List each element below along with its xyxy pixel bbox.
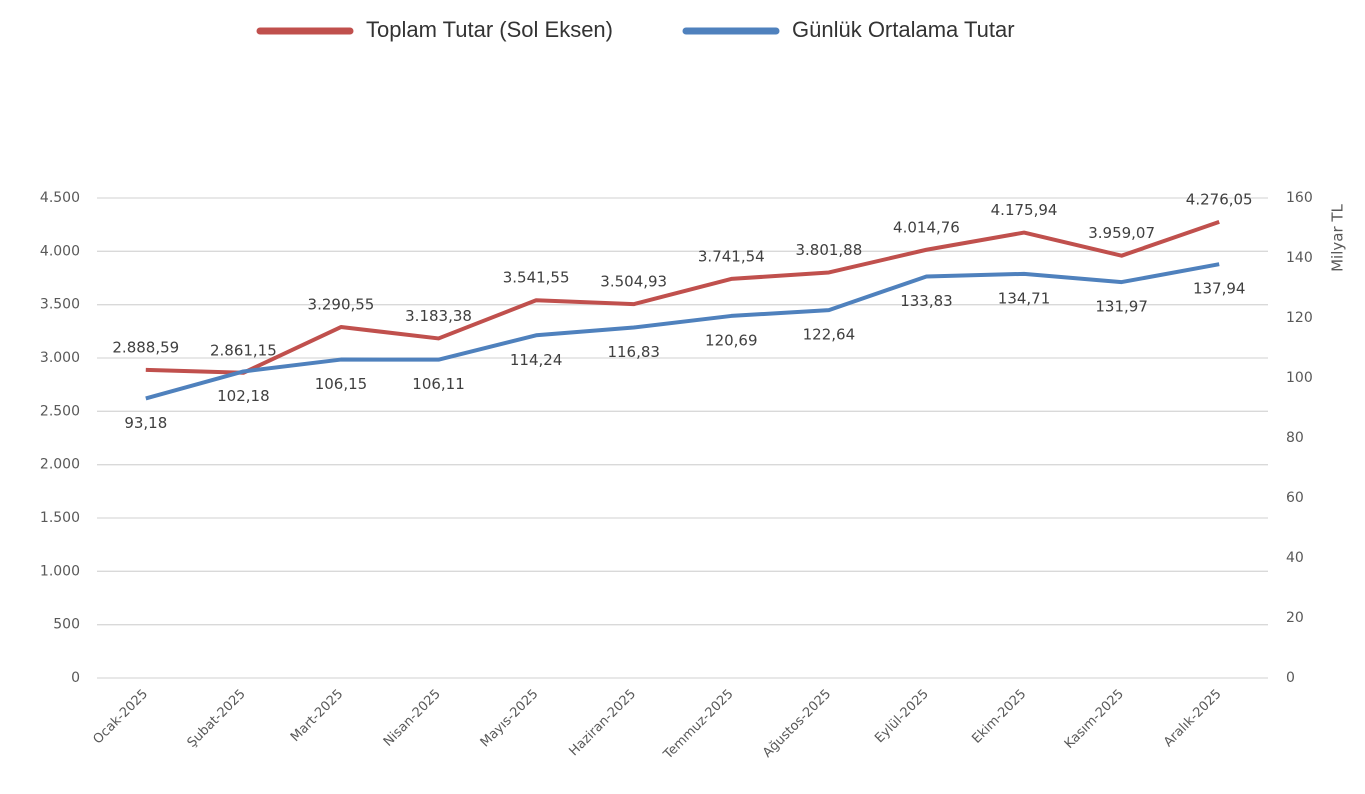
- y-tick-label: 1.000: [40, 563, 80, 579]
- x-tick-label: Mart-2025: [288, 687, 346, 745]
- data-label: 106,15: [315, 375, 368, 393]
- data-label: 2.861,15: [210, 341, 277, 359]
- data-label: 102,18: [217, 387, 270, 405]
- data-label: 93,18: [124, 414, 167, 432]
- series-line: [145, 219, 1220, 375]
- data-label: 4.175,94: [991, 201, 1058, 219]
- data-label: 133,83: [900, 292, 953, 310]
- x-tick-label: Haziran-2025: [567, 687, 639, 759]
- x-tick-label: Kasım-2025: [1062, 687, 1127, 752]
- data-label: 134,71: [998, 289, 1051, 307]
- y-tick-label: 0: [71, 670, 80, 686]
- y-tick-label: 3.000: [40, 350, 80, 366]
- y-tick-label: 4.000: [40, 243, 80, 259]
- y2-tick-label: 40: [1286, 550, 1304, 566]
- y-tick-label: 2.500: [40, 403, 80, 419]
- data-label: 122,64: [803, 326, 856, 344]
- y-tick-label: 500: [53, 617, 80, 633]
- y-tick-label: 2.000: [40, 457, 80, 473]
- data-label: 106,11: [412, 375, 465, 393]
- data-label: 3.504,93: [600, 273, 667, 291]
- x-tick-label: Ağustos-2025: [760, 687, 834, 761]
- legend-label: Toplam Tutar (Sol Eksen): [366, 17, 613, 42]
- x-tick-label: Eylül-2025: [872, 687, 932, 747]
- x-tick-label: Şubat-2025: [185, 687, 249, 751]
- x-tick-label: Mayıs-2025: [478, 687, 542, 751]
- y2-tick-label: 20: [1286, 610, 1304, 626]
- y2-tick-label: 100: [1286, 370, 1313, 386]
- data-label: 4.014,76: [893, 218, 960, 236]
- y2-axis-title: Milyar TL: [1329, 203, 1347, 271]
- data-label: 3.290,55: [308, 296, 375, 314]
- data-label: 116,83: [607, 343, 660, 361]
- y2-tick-label: 0: [1286, 670, 1295, 686]
- data-label: 3.959,07: [1088, 224, 1155, 242]
- data-label: 2.888,59: [112, 338, 179, 356]
- data-label: 137,94: [1193, 280, 1246, 298]
- data-label: 3.183,38: [405, 307, 472, 325]
- data-label: 131,97: [1095, 298, 1148, 316]
- x-tick-label: Nisan-2025: [381, 687, 444, 750]
- data-label: 3.741,54: [698, 247, 765, 265]
- data-label: 3.541,55: [503, 269, 570, 287]
- data-label: 3.801,88: [795, 241, 862, 259]
- x-tick-label: Ocak-2025: [91, 687, 152, 748]
- data-label: 4.276,05: [1186, 190, 1253, 208]
- y-tick-label: 4.500: [40, 190, 80, 206]
- series-line: [145, 262, 1220, 401]
- y2-tick-label: 80: [1286, 430, 1304, 446]
- data-label: 120,69: [705, 331, 758, 349]
- y-tick-label: 1.500: [40, 510, 80, 526]
- legend-label: Günlük Ortalama Tutar: [792, 17, 1015, 42]
- y2-tick-label: 140: [1286, 250, 1313, 266]
- data-label: 114,24: [510, 351, 563, 369]
- y2-tick-label: 160: [1286, 190, 1313, 206]
- x-tick-label: Aralık-2025: [1161, 687, 1224, 750]
- y-tick-label: 3.500: [40, 297, 80, 313]
- y2-tick-label: 60: [1286, 490, 1304, 506]
- y2-tick-label: 120: [1286, 310, 1313, 326]
- x-tick-label: Temmuz-2025: [660, 687, 736, 763]
- x-tick-label: Ekim-2025: [969, 687, 1029, 747]
